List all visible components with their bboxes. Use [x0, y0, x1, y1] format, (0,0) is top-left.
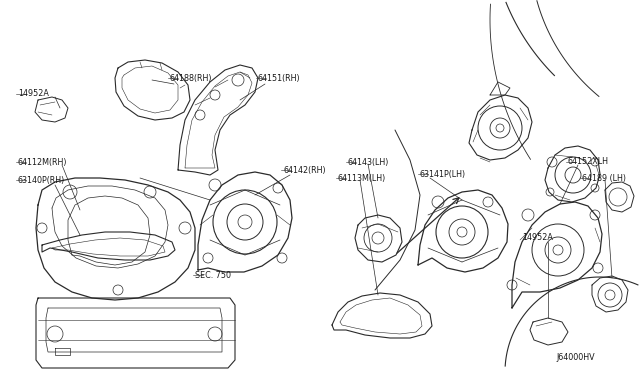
Text: J64000HV: J64000HV	[556, 353, 595, 362]
Text: 64112M(RH): 64112M(RH)	[18, 157, 67, 167]
Text: 63140P(RH): 63140P(RH)	[18, 176, 65, 185]
Text: 64142(RH): 64142(RH)	[283, 166, 326, 174]
Text: 64188(RH): 64188(RH)	[170, 74, 212, 83]
Text: 14952A: 14952A	[18, 90, 49, 99]
Text: SEC. 750: SEC. 750	[195, 270, 231, 279]
Text: 64113M(LH): 64113M(LH)	[338, 173, 387, 183]
Text: 64189 (LH): 64189 (LH)	[582, 173, 626, 183]
Text: 14952A: 14952A	[522, 234, 553, 243]
Text: 64151(RH): 64151(RH)	[258, 74, 301, 83]
Text: 64152XLH: 64152XLH	[568, 157, 609, 167]
Text: 63141P(LH): 63141P(LH)	[420, 170, 466, 179]
Text: 64143(LH): 64143(LH)	[348, 157, 389, 167]
